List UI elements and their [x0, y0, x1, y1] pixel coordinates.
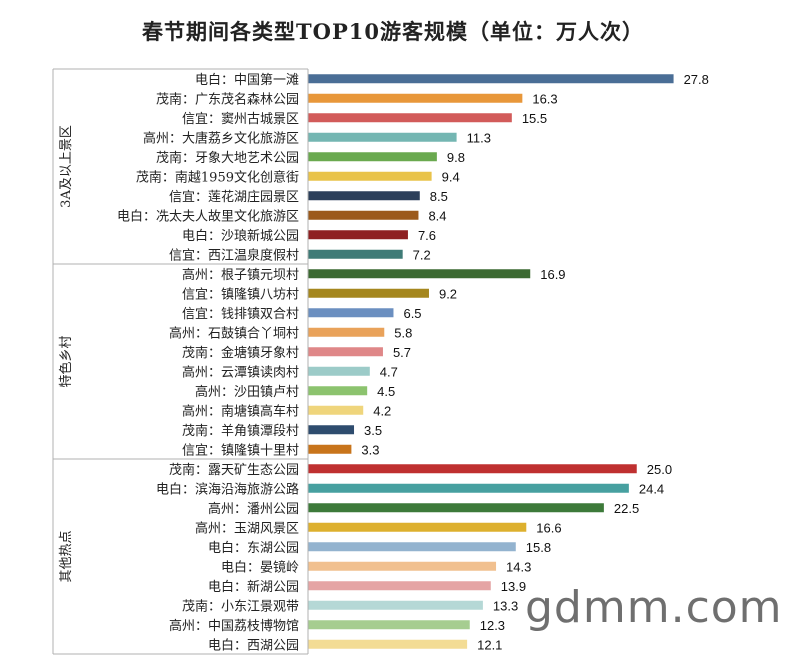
- value-label: 8.4: [428, 208, 446, 223]
- bar: [308, 288, 429, 298]
- bar: [308, 74, 674, 84]
- value-label: 5.8: [394, 325, 412, 340]
- bar: [308, 366, 370, 376]
- category-label: 电白：东湖公园: [208, 540, 299, 556]
- bar: [308, 230, 408, 240]
- category-label: 高州：云潭镇读肉村: [182, 364, 299, 380]
- category-label: 高州：根子镇元坝村: [182, 267, 299, 283]
- value-label: 12.1: [477, 637, 502, 652]
- bar: [308, 503, 604, 513]
- category-label: 电白：晏镜岭: [221, 559, 299, 575]
- value-label: 7.6: [418, 228, 436, 243]
- group-label: 其他热点: [59, 530, 74, 582]
- bar: [308, 561, 497, 571]
- bar: [308, 152, 437, 162]
- category-label: 电白：沙琅新城公园: [182, 228, 299, 244]
- value-label: 15.5: [522, 111, 547, 126]
- value-label: 16.6: [536, 520, 561, 535]
- bar: [308, 308, 394, 318]
- value-label: 4.5: [377, 384, 395, 399]
- category-label: 高州：潘州公园: [208, 501, 299, 517]
- category-label: 高州：南塘镇高车村: [182, 403, 299, 419]
- bar: [308, 249, 403, 259]
- watermark: gdmm.com: [525, 582, 783, 633]
- value-label: 24.4: [639, 481, 664, 496]
- category-label: 信宜：镇隆镇八坊村: [182, 287, 299, 302]
- group-label: 特色乡村: [58, 335, 74, 387]
- value-label: 7.2: [413, 247, 431, 262]
- bar: [308, 542, 516, 552]
- bar: [308, 483, 629, 493]
- category-label: 电白：滨海沿海旅游公路: [156, 481, 299, 497]
- value-label: 11.3: [467, 130, 491, 145]
- category-label: 茂南：牙象大地艺术公园: [156, 150, 299, 166]
- bar: [308, 405, 364, 415]
- value-label: 12.3: [480, 618, 505, 633]
- value-label: 13.9: [501, 579, 526, 594]
- category-label: 信宜：窦州古城景区: [182, 112, 299, 127]
- bar: [308, 464, 637, 474]
- value-label: 16.9: [540, 267, 565, 282]
- value-label: 9.8: [447, 150, 465, 165]
- bar: [308, 600, 483, 610]
- value-label: 15.8: [526, 540, 551, 555]
- bar: [308, 132, 457, 142]
- value-label: 8.5: [430, 189, 448, 204]
- value-label: 27.8: [684, 72, 709, 87]
- category-label: 茂南：羊角镇潭段村: [182, 423, 299, 439]
- category-label: 信宜：钱排镇双合村: [182, 307, 299, 322]
- bar: [308, 522, 527, 532]
- value-label: 16.3: [532, 91, 557, 106]
- value-label: 9.4: [442, 169, 460, 184]
- value-label: 3.5: [364, 423, 382, 438]
- category-label: 信宜：莲花湖庄园景区: [169, 189, 299, 205]
- group-label: 3A及以上景区: [59, 125, 74, 208]
- chart-title: 春节期间各类型TOP10游客规模（单位：万人次）: [142, 19, 644, 44]
- category-label: 茂南：露天矿生态公园: [169, 462, 299, 478]
- value-label: 25.0: [647, 462, 672, 477]
- category-label: 高州：沙田镇卢村: [195, 384, 299, 400]
- category-label: 电白：冼太夫人故里文化旅游区: [117, 208, 299, 224]
- bar: [308, 269, 531, 279]
- value-label: 14.3: [506, 559, 531, 574]
- category-label: 茂南：金塘镇牙象村: [182, 345, 299, 361]
- bar: [308, 444, 352, 454]
- bar: [308, 347, 383, 357]
- category-label: 高州：大唐荔乡文化旅游区: [143, 130, 299, 146]
- category-label: 高州：石鼓镇合丫垌村: [169, 325, 299, 341]
- category-label: 信宜：西江温泉度假村: [169, 247, 299, 263]
- category-label: 电白：中国第一滩: [195, 72, 299, 88]
- value-label: 13.3: [493, 598, 518, 613]
- category-label: 茂南：广东茂名森林公园: [156, 91, 299, 107]
- bar: [308, 93, 523, 103]
- category-label: 电白：西湖公园: [208, 637, 299, 653]
- bar: [308, 425, 355, 435]
- category-label: 茂南：小东江景观带: [182, 598, 299, 614]
- value-label: 4.2: [373, 403, 391, 418]
- bar: [308, 113, 512, 123]
- value-label: 22.5: [614, 501, 639, 516]
- bar: [308, 210, 419, 220]
- value-label: 5.7: [393, 345, 411, 360]
- value-label: 6.5: [403, 306, 421, 321]
- category-label: 高州：玉湖风景区: [195, 520, 299, 536]
- bar: [308, 327, 385, 337]
- category-label: 茂南：南越1959文化创意街: [136, 169, 299, 185]
- bar: [308, 171, 432, 181]
- category-label: 信宜：镇隆镇十里村: [182, 443, 299, 458]
- bar: [308, 191, 420, 201]
- value-label: 3.3: [361, 442, 379, 457]
- category-label: 电白：新湖公园: [208, 579, 299, 595]
- category-label: 高州：中国荔枝博物馆: [169, 618, 299, 634]
- bar: [308, 639, 468, 649]
- bar: [308, 386, 368, 396]
- value-label: 4.7: [380, 364, 398, 379]
- bar: [308, 620, 470, 630]
- bar: [308, 581, 491, 591]
- value-label: 9.2: [439, 286, 457, 301]
